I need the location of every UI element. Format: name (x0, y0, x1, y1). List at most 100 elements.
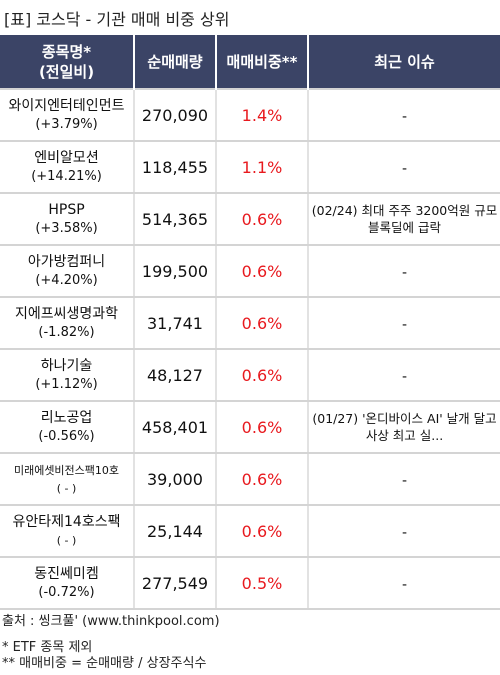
trade-ratio-cell: 0.5% (215, 557, 308, 610)
table-row: 유안타제14호스팩 ( - ) 25,144 0.6% - (0, 505, 500, 558)
price-change: (+14.21%) (31, 168, 102, 184)
trade-ratio: 0.6% (241, 417, 283, 437)
stock-cell: 엔비알모션 (+14.21%) (0, 141, 134, 194)
stock-name: 엔비알모션 (34, 149, 99, 166)
price-change: (-0.56%) (38, 428, 95, 444)
stock-name: 하나기술 (40, 357, 93, 374)
stock-cell: 리노공업 (-0.56%) (0, 401, 134, 454)
recent-issue: - (401, 160, 408, 177)
trade-ratio: 0.6% (241, 469, 283, 489)
trade-ratio: 0.6% (241, 261, 283, 281)
recent-issue[interactable]: (01/27) '온디바이스 AI' 날개 달고 사상 최고 실... (312, 411, 497, 443)
table-row: HPSP (+3.58%) 514,365 0.6% (02/24) 최대 주주 320… (0, 193, 500, 246)
recent-issue-cell: - (307, 141, 500, 194)
header-recent-issue: 최근 이슈 (307, 35, 500, 89)
net-volume: 199,500 (141, 261, 209, 281)
trade-ratio: 1.4% (241, 105, 283, 125)
net-volume-cell: 458,401 (133, 401, 216, 454)
net-volume-cell: 39,000 (133, 453, 216, 506)
recent-issue[interactable]: (02/24) 최대 주주 3200억원 규모 블록딜에 급락 (311, 203, 498, 235)
header-stock-name-line: 종목명* (41, 42, 92, 61)
table-row: 리노공업 (-0.56%) 458,401 0.6% (01/27) '온디바이스 AI… (0, 401, 500, 454)
net-volume: 514,365 (141, 209, 209, 229)
price-change: (+3.79%) (35, 116, 98, 132)
trade-ratio: 0.6% (241, 209, 283, 229)
net-volume: 31,741 (147, 313, 203, 333)
price-change: (+4.20%) (35, 272, 98, 288)
price-change: ( - ) (56, 481, 77, 495)
trade-ratio: 1.1% (241, 157, 283, 177)
header-stock-name: 종목명* (전일비) (0, 35, 134, 89)
recent-issue-cell: - (307, 349, 500, 402)
trade-ratio: 0.6% (241, 313, 283, 333)
trade-ratio-cell: 0.6% (215, 453, 308, 506)
stock-name: 미래에셋비전스팩10호 (13, 463, 120, 477)
stock-cell: 와이지엔터테인먼트 (+3.79%) (0, 88, 134, 142)
net-volume: 48,127 (147, 365, 203, 385)
stock-name: 지에프씨생명과학 (14, 305, 119, 322)
table-row: 미래에셋비전스팩10호 ( - ) 39,000 0.6% - (0, 453, 500, 506)
ratio-formula-note: ** 매매비중 = 순매매량 / 상장주식수 (2, 656, 207, 671)
net-volume-cell: 277,549 (133, 557, 216, 610)
stock-cell: 하나기술 (+1.12%) (0, 349, 134, 402)
price-change: (+1.12%) (35, 376, 98, 392)
recent-issue: - (401, 524, 408, 541)
header-trade-ratio: 매매비중** (215, 35, 308, 89)
net-volume-cell: 48,127 (133, 349, 216, 402)
stock-cell: 미래에셋비전스팩10호 ( - ) (0, 453, 134, 506)
stock-name: HPSP (48, 201, 85, 218)
price-change: ( - ) (56, 533, 77, 547)
stock-cell: HPSP (+3.58%) (0, 193, 134, 246)
stock-cell: 아가방컴퍼니 (+4.20%) (0, 245, 134, 298)
net-volume-cell: 118,455 (133, 141, 216, 194)
stock-name: 동진쎄미켐 (34, 565, 99, 582)
trade-ratio-cell: 1.4% (215, 88, 308, 142)
recent-issue-cell: - (307, 245, 500, 298)
net-volume: 39,000 (147, 469, 203, 489)
stock-name: 아가방컴퍼니 (27, 253, 106, 270)
price-change: (-0.72%) (38, 584, 95, 600)
table-row: 아가방컴퍼니 (+4.20%) 199,500 0.6% - (0, 245, 500, 298)
stock-cell: 동진쎄미켐 (-0.72%) (0, 557, 134, 610)
stock-name: 리노공업 (40, 409, 93, 426)
trade-ratio: 0.6% (241, 521, 283, 541)
recent-issue-cell: - (307, 453, 500, 506)
recent-issue-cell: (01/27) '온디바이스 AI' 날개 달고 사상 최고 실... (307, 401, 500, 454)
recent-issue: - (401, 264, 408, 281)
table-row: 와이지엔터테인먼트 (+3.79%) 270,090 1.4% - (0, 88, 500, 142)
net-volume: 277,549 (141, 573, 209, 593)
recent-issue: - (401, 368, 408, 385)
stock-name: 유안타제14호스팩 (12, 513, 121, 530)
net-volume: 118,455 (141, 157, 209, 177)
recent-issue-cell: (02/24) 최대 주주 3200억원 규모 블록딜에 급락 (307, 193, 500, 246)
recent-issue: - (401, 472, 408, 489)
recent-issue: - (401, 108, 408, 125)
trade-ratio-cell: 0.6% (215, 193, 308, 246)
net-volume: 25,144 (147, 521, 203, 541)
net-volume-cell: 31,741 (133, 297, 216, 350)
recent-issue: - (401, 316, 408, 333)
table-row: 하나기술 (+1.12%) 48,127 0.6% - (0, 349, 500, 402)
trade-ratio: 0.5% (241, 573, 283, 593)
trading-table: 종목명* (전일비) 순매매량 매매비중** 최근 이슈 와이지엔터테인먼트 (+3… (0, 35, 500, 610)
trade-ratio-cell: 0.6% (215, 401, 308, 454)
net-volume-cell: 25,144 (133, 505, 216, 558)
net-volume-cell: 514,365 (133, 193, 216, 246)
stock-name: 와이지엔터테인먼트 (8, 97, 125, 114)
trade-ratio-cell: 0.6% (215, 245, 308, 298)
price-change: (-1.82%) (38, 324, 95, 340)
recent-issue-cell: - (307, 297, 500, 350)
trade-ratio-cell: 0.6% (215, 349, 308, 402)
header-change-line: (전일비) (38, 62, 95, 81)
net-volume-cell: 270,090 (133, 88, 216, 142)
table-row: 엔비알모션 (+14.21%) 118,455 1.1% - (0, 141, 500, 194)
recent-issue: - (401, 576, 408, 593)
trade-ratio-cell: 1.1% (215, 141, 308, 194)
table-header-row: 종목명* (전일비) 순매매량 매매비중** 최근 이슈 (0, 35, 500, 89)
etf-note: * ETF 종목 제외 (2, 640, 93, 655)
stock-cell: 지에프씨생명과학 (-1.82%) (0, 297, 134, 350)
trade-ratio-cell: 0.6% (215, 505, 308, 558)
source-note: 출처 : 씽크풀' (www.thinkpool.com) (2, 614, 220, 629)
page-title: [표] 코스닥 - 기관 매매 비중 상위 (4, 10, 230, 29)
trade-ratio-cell: 0.6% (215, 297, 308, 350)
